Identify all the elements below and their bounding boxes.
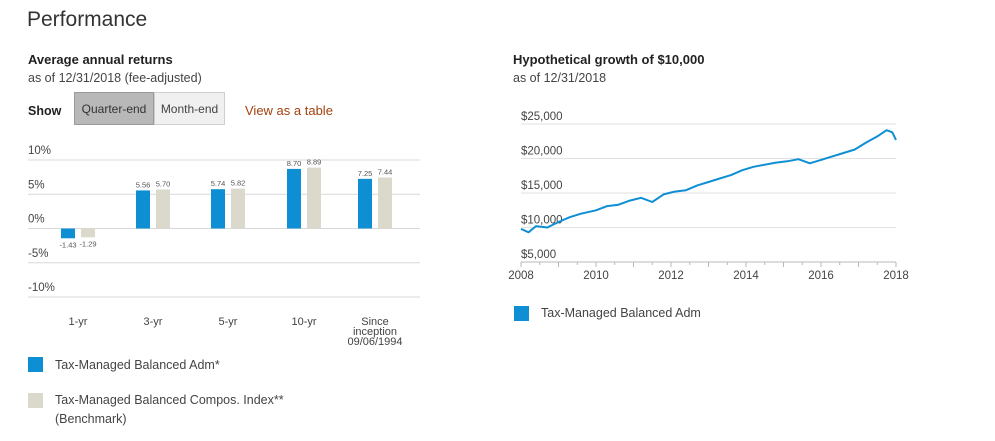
legend-label-benchmark-2: (Benchmark) bbox=[55, 412, 127, 426]
bar-fund bbox=[211, 189, 225, 229]
y-tick-label: $5,000 bbox=[521, 249, 556, 261]
x-tick-label: 10-yr bbox=[291, 316, 316, 328]
data-label: 7.25 bbox=[358, 169, 373, 178]
series-line bbox=[520, 129, 897, 234]
page-title: Performance bbox=[27, 8, 148, 31]
growth-line-chart: $25,000 $20,000 $15,000 $10,000 $5,000 2008 20… bbox=[508, 111, 909, 282]
legend-swatch-benchmark bbox=[28, 393, 43, 408]
y-tick-label: $20,000 bbox=[521, 146, 563, 158]
y-tick-label: $25,000 bbox=[521, 111, 563, 123]
y-tick-label: 5% bbox=[28, 179, 45, 191]
y-tick-label: 10% bbox=[28, 145, 51, 157]
view-as-table-link[interactable]: View as a table bbox=[245, 103, 333, 118]
legend-swatch-fund bbox=[28, 357, 43, 372]
returns-heading: Average annual returns bbox=[28, 52, 173, 67]
data-label: -1.43 bbox=[59, 240, 76, 249]
returns-bar-chart: 10% 5% 0% -5% -10% -1.43 -1.29 1-yr 5.56 5.70 3-yr… bbox=[28, 145, 420, 348]
data-label: 8.89 bbox=[307, 158, 322, 167]
data-label: -1.29 bbox=[79, 239, 96, 248]
bar-fund bbox=[61, 228, 75, 239]
y-tick-label: -10% bbox=[28, 282, 55, 294]
x-tick-label: 5-yr bbox=[219, 316, 238, 328]
data-label: 7.44 bbox=[378, 168, 393, 177]
month-end-button[interactable]: Month-end bbox=[154, 92, 225, 125]
legend-label-benchmark: Tax-Managed Balanced Compos. Index** bbox=[55, 393, 284, 407]
returns-asof: as of 12/31/2018 (fee-adjusted) bbox=[28, 71, 202, 85]
legend-swatch-growth bbox=[514, 306, 529, 321]
bar-benchmark bbox=[378, 177, 392, 229]
data-label: 5.82 bbox=[231, 179, 246, 188]
x-tick-label: 3-yr bbox=[144, 316, 163, 328]
x-tick-label: 2008 bbox=[508, 270, 534, 282]
data-label: 5.70 bbox=[156, 179, 171, 188]
data-label: 5.56 bbox=[136, 180, 151, 189]
x-tick-label: 2014 bbox=[733, 270, 759, 282]
bar-fund bbox=[358, 178, 372, 229]
legend-label-fund: Tax-Managed Balanced Adm* bbox=[55, 358, 220, 372]
y-tick-label: -5% bbox=[28, 248, 48, 260]
bar-benchmark bbox=[231, 188, 245, 229]
y-tick-label: $10,000 bbox=[521, 215, 563, 227]
x-tick-label: inception bbox=[353, 326, 397, 338]
y-tick-label: 0% bbox=[28, 214, 45, 226]
x-tick-label: 2018 bbox=[883, 270, 909, 282]
data-label: 8.70 bbox=[287, 159, 302, 168]
x-tick-label: 2010 bbox=[583, 270, 609, 282]
data-label: 5.74 bbox=[211, 179, 226, 188]
legend-label-growth: Tax-Managed Balanced Adm bbox=[541, 306, 701, 320]
x-tick-label: 09/06/1994 bbox=[347, 336, 402, 348]
bar-benchmark bbox=[307, 167, 321, 229]
y-tick-label: $15,000 bbox=[521, 180, 563, 192]
quarter-end-button[interactable]: Quarter-end bbox=[74, 92, 154, 125]
bar-fund bbox=[287, 168, 301, 229]
x-tick-label: 2016 bbox=[808, 270, 834, 282]
show-label: Show bbox=[28, 104, 62, 118]
x-tick-label: 1-yr bbox=[69, 316, 88, 328]
bar-benchmark bbox=[156, 189, 170, 229]
x-tick-label: Since bbox=[361, 316, 389, 328]
growth-asof: as of 12/31/2018 bbox=[513, 71, 607, 85]
growth-heading: Hypothetical growth of $10,000 bbox=[513, 52, 705, 67]
bar-fund bbox=[136, 190, 150, 229]
x-tick-label: 2012 bbox=[658, 270, 684, 282]
bar-benchmark bbox=[81, 228, 95, 238]
